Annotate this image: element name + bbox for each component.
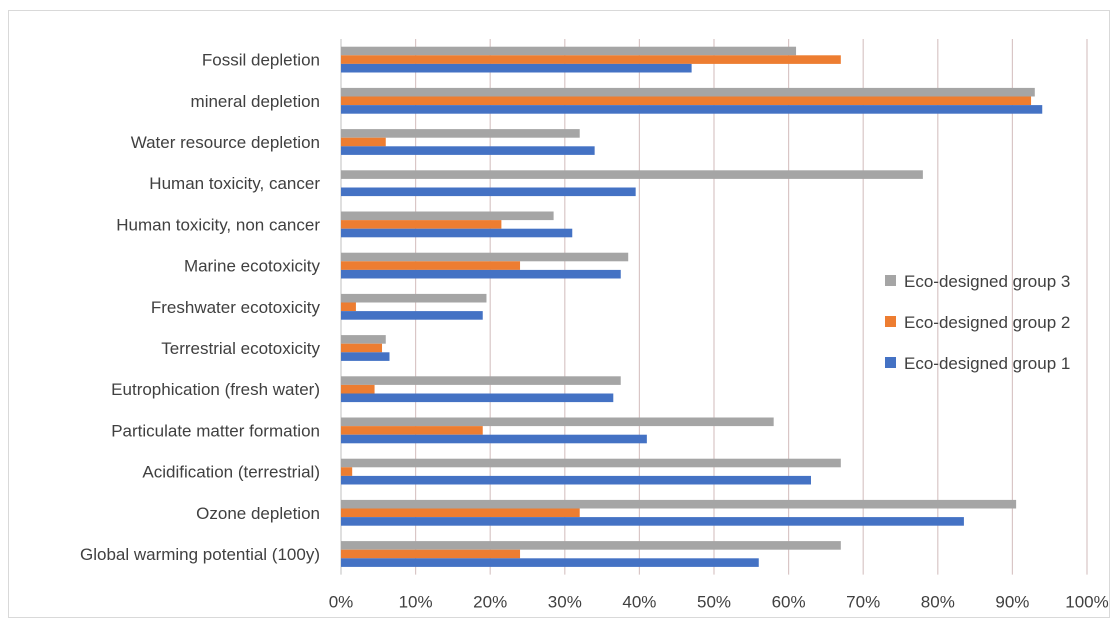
bar-eco-designed-group-2 <box>341 467 353 476</box>
bar-eco-designed-group-3 <box>341 129 580 138</box>
bar-eco-designed-group-2 <box>341 302 356 312</box>
bar-eco-designed-group-1 <box>341 517 964 526</box>
bar-eco-designed-group-1 <box>341 146 595 155</box>
legend-entry: Eco-designed group 3 <box>904 272 1070 291</box>
bar-eco-designed-group-2 <box>341 343 383 353</box>
bar-eco-designed-group-1 <box>341 352 390 361</box>
bar-eco-designed-group-2 <box>341 508 580 518</box>
bar-eco-designed-group-1 <box>341 105 1043 114</box>
x-tick-label: 10% <box>399 593 433 612</box>
bar-eco-designed-group-2 <box>341 55 841 64</box>
bar-eco-designed-group-2 <box>341 96 1032 106</box>
category-label: Fossil depletion <box>202 51 320 70</box>
bar-eco-designed-group-2 <box>341 549 521 559</box>
bar-eco-designed-group-1 <box>341 63 692 73</box>
bar-eco-designed-group-2 <box>341 384 375 394</box>
bar-eco-designed-group-1 <box>341 434 647 444</box>
category-label: mineral depletion <box>191 92 320 111</box>
category-label: Global warming potential (100y) <box>80 545 320 564</box>
category-label: Particulate matter formation <box>111 421 320 440</box>
category-label: Ozone depletion <box>196 504 320 523</box>
category-label: Human toxicity, non cancer <box>116 215 320 234</box>
category-label: Human toxicity, cancer <box>149 174 320 193</box>
bar-eco-designed-group-2 <box>341 220 502 229</box>
category-label: Eutrophication (fresh water) <box>111 380 320 399</box>
bar-eco-designed-group-3 <box>341 170 923 179</box>
bar-eco-designed-group-1 <box>341 311 483 320</box>
bar-eco-designed-group-3 <box>341 293 487 303</box>
bar-eco-designed-group-1 <box>341 269 621 279</box>
x-tick-label: 30% <box>548 593 582 612</box>
bar-eco-designed-group-3 <box>341 376 621 385</box>
x-tick-label: 80% <box>921 593 955 612</box>
bar-eco-designed-group-1 <box>341 475 811 485</box>
legend-swatch <box>885 275 896 286</box>
x-tick-label: 40% <box>622 593 656 612</box>
bar-eco-designed-group-3 <box>341 499 1017 509</box>
category-label: Terrestrial ecotoxicity <box>161 339 320 358</box>
bar-eco-designed-group-1 <box>341 187 636 197</box>
bar-eco-designed-group-1 <box>341 228 573 238</box>
x-tick-label: 20% <box>473 593 507 612</box>
legend-swatch <box>885 316 896 327</box>
bar-eco-designed-group-3 <box>341 46 797 56</box>
bar-eco-designed-group-3 <box>341 541 841 550</box>
x-tick-label: 60% <box>772 593 806 612</box>
x-tick-label: 50% <box>697 593 731 612</box>
x-tick-label: 90% <box>995 593 1029 612</box>
category-label: Freshwater ecotoxicity <box>151 298 321 317</box>
bar-eco-designed-group-2 <box>341 261 521 270</box>
bar-eco-designed-group-1 <box>341 558 759 567</box>
bar-eco-designed-group-3 <box>341 417 774 427</box>
x-tick-label: 0% <box>329 593 354 612</box>
bar-eco-designed-group-3 <box>341 335 386 344</box>
x-tick-label: 100% <box>1065 593 1108 612</box>
category-label: Marine ecotoxicity <box>184 257 321 276</box>
x-tick-label: 70% <box>846 593 880 612</box>
bar-eco-designed-group-3 <box>341 211 554 221</box>
legend-entry: Eco-designed group 2 <box>904 313 1070 332</box>
bar-eco-designed-group-2 <box>341 137 386 147</box>
bar-eco-designed-group-3 <box>341 252 629 262</box>
legend-entry: Eco-designed group 1 <box>904 354 1070 373</box>
legend-swatch <box>885 357 896 368</box>
bar-eco-designed-group-2 <box>341 426 483 435</box>
category-label: Water resource depletion <box>131 133 320 152</box>
bar-eco-designed-group-1 <box>341 393 614 403</box>
bar-eco-designed-group-3 <box>341 87 1035 97</box>
category-label: Acidification (terrestrial) <box>142 463 320 482</box>
bar-eco-designed-group-3 <box>341 458 841 468</box>
